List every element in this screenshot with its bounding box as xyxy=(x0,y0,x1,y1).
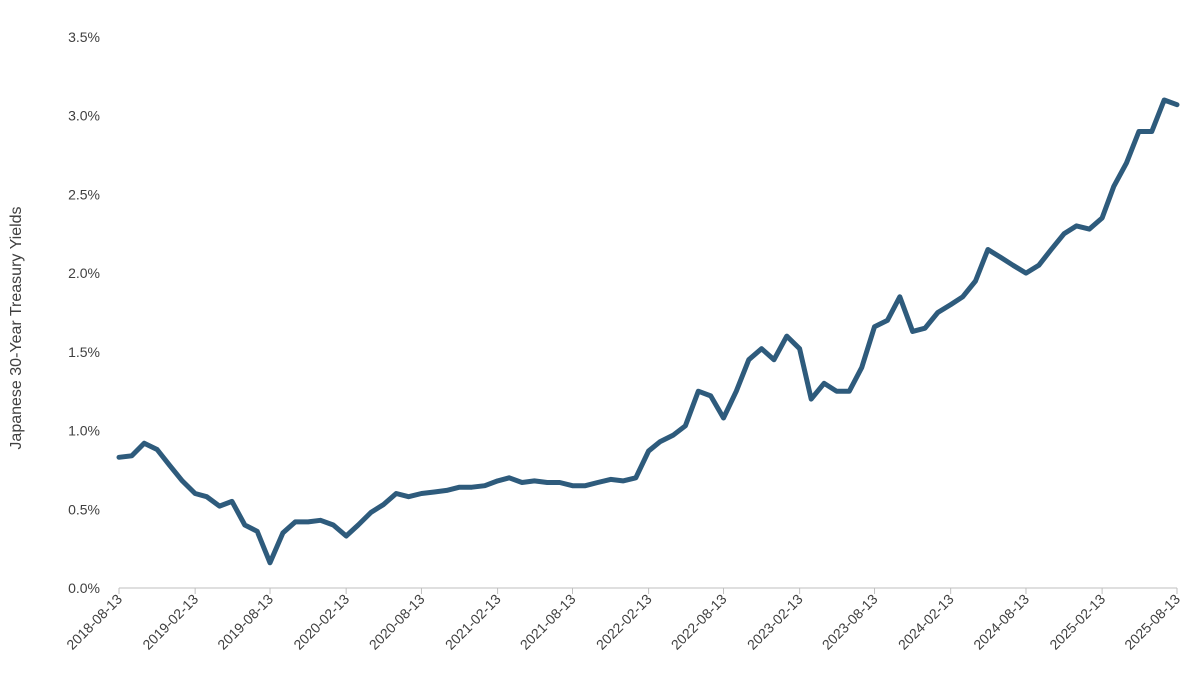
x-tick-label: 2020-08-13 xyxy=(366,591,428,653)
y-tick-label: 3.0% xyxy=(68,108,100,124)
y-tick-label: 0.0% xyxy=(68,580,100,596)
y-tick-label: 0.5% xyxy=(68,501,100,517)
x-tick-label: 2025-02-13 xyxy=(1046,591,1108,653)
x-tick-label: 2021-02-13 xyxy=(442,591,504,653)
y-tick-label: 1.5% xyxy=(68,344,100,360)
y-tick-label: 1.0% xyxy=(68,423,100,439)
x-tick-label: 2023-02-13 xyxy=(744,591,806,653)
y-axis-ticks: 0.0% 0.5% 1.0% 1.5% 2.0% 2.5% 3.0% 3.5% xyxy=(68,29,100,596)
x-tick-label: 2022-08-13 xyxy=(668,591,730,653)
x-tick-label: 2019-02-13 xyxy=(139,591,201,653)
x-axis-ticks: 2018-08-13 2019-02-13 2019-08-13 2020-02-13… xyxy=(63,588,1183,653)
yield-series-line xyxy=(116,97,1180,566)
x-tick-label: 2019-08-13 xyxy=(214,591,276,653)
x-tick-label: 2024-08-13 xyxy=(970,591,1032,653)
y-axis-title: Japanese 30-Year Treasury Yields xyxy=(8,206,25,449)
x-tick-label: 2025-08-13 xyxy=(1121,591,1183,653)
x-tick-label: 2022-02-13 xyxy=(593,591,655,653)
x-tick-label: 2021-08-13 xyxy=(517,591,579,653)
x-tick-label: 2023-08-13 xyxy=(819,591,881,653)
x-tick-label: 2020-02-13 xyxy=(290,591,352,653)
x-tick-label: 2024-02-13 xyxy=(895,591,957,653)
y-tick-label: 2.5% xyxy=(68,186,100,202)
x-tick-label: 2018-08-13 xyxy=(63,591,125,653)
y-tick-label: 3.5% xyxy=(68,29,100,45)
y-tick-label: 2.0% xyxy=(68,265,100,281)
